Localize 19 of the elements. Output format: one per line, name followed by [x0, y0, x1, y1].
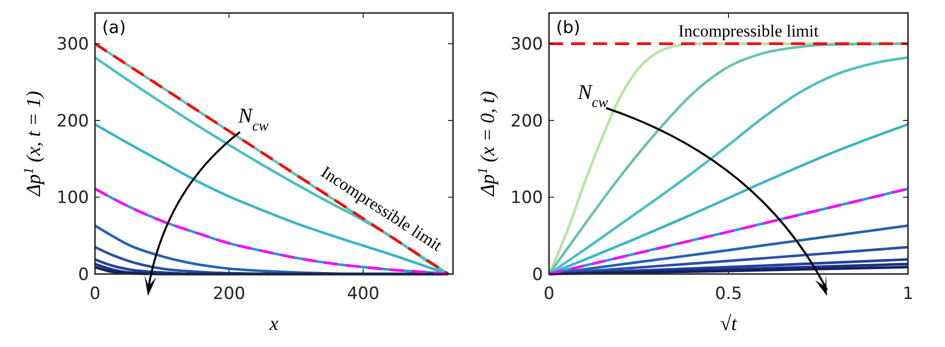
annotation: N$_{cw}$: [576, 80, 608, 112]
annotation: (a): [102, 18, 126, 38]
x-tick-label: 1: [902, 284, 914, 304]
y-tick-label: 100: [56, 188, 89, 208]
x-tick-label: 0.5: [714, 284, 742, 304]
y-tick-label: 0: [78, 265, 89, 285]
x-axis-title: √t: [720, 313, 738, 335]
y-tick-label: 200: [56, 111, 89, 132]
annotation: (b): [556, 18, 580, 38]
x-tick-label: 200: [212, 284, 246, 304]
y-tick-label: 300: [510, 34, 543, 55]
x-tick-label: 400: [346, 284, 380, 304]
y-tick-label: 100: [510, 188, 543, 208]
y-tick-label: 300: [56, 34, 89, 55]
y-tick-label: 200: [510, 111, 543, 132]
annotation: N$_{cw}$: [237, 104, 269, 135]
ref-line-label: Incompressible limit: [678, 22, 819, 41]
x-axis-title: x: [268, 313, 279, 335]
y-tick-label: 0: [532, 265, 543, 285]
